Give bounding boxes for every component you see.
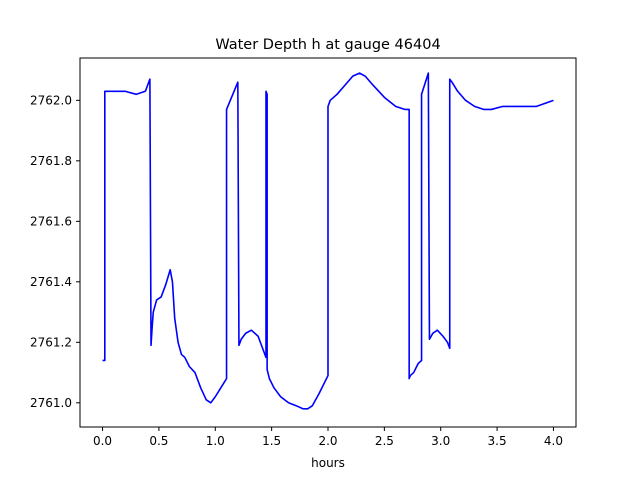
- plot-area: [102, 72, 554, 410]
- x-tick-label: 0.0: [93, 434, 112, 448]
- x-axis-title: hours: [311, 456, 345, 470]
- x-tick-label: 2.5: [375, 434, 394, 448]
- y-tick-label: 2761.0: [30, 396, 72, 410]
- chart-title: Water Depth h at gauge 46404: [215, 37, 440, 53]
- y-tick-label: 2761.6: [30, 214, 72, 228]
- x-tick-label: 2.0: [318, 434, 337, 448]
- x-tick-label: 1.5: [262, 434, 281, 448]
- x-tick-label: 4.0: [544, 434, 563, 448]
- x-tick-label: 0.5: [149, 434, 168, 448]
- y-tick-label: 2761.4: [30, 275, 72, 289]
- y-tick-label: 2761.8: [30, 154, 72, 168]
- y-tick-label: 2761.2: [30, 335, 72, 349]
- y-tick-label: 2762.0: [30, 93, 72, 107]
- y-axis-ticks: 2761.0 2761.2 2761.4 2761.6 2761.8 2762.0: [30, 93, 80, 410]
- x-tick-label: 3.5: [488, 434, 507, 448]
- x-tick-label: 1.0: [206, 434, 225, 448]
- x-axis-ticks: 0.0 0.5 1.0 1.5 2.0 2.5 3.0 3.5 4.0: [93, 427, 563, 448]
- series-line-water-depth: [102, 72, 554, 410]
- x-tick-label: 3.0: [431, 434, 450, 448]
